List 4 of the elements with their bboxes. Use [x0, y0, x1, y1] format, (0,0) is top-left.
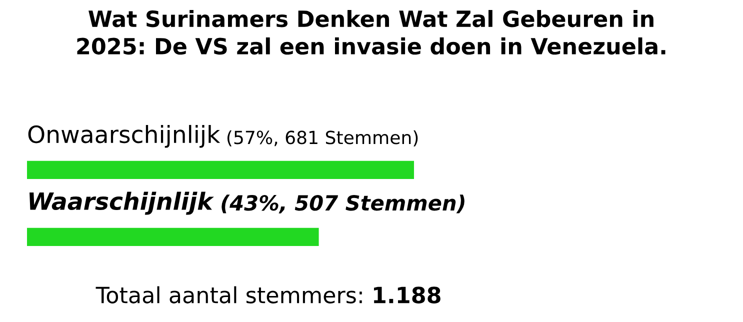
text: Totaal aantal stemmers: 1.188: [96, 286, 440, 304]
y-tick-label: Onwaarschijnlijk (57%, 681 Stemmen): [28, 124, 418, 148]
y-tick-label: Waarschijnlijk (43%, 507 Stemmen): [30, 192, 464, 215]
chart-title: Wat Surinamers Denken Wat Zal Gebeuren in 2025: De VS zal een invasie doen in Venezuela.: [77, 10, 666, 55]
